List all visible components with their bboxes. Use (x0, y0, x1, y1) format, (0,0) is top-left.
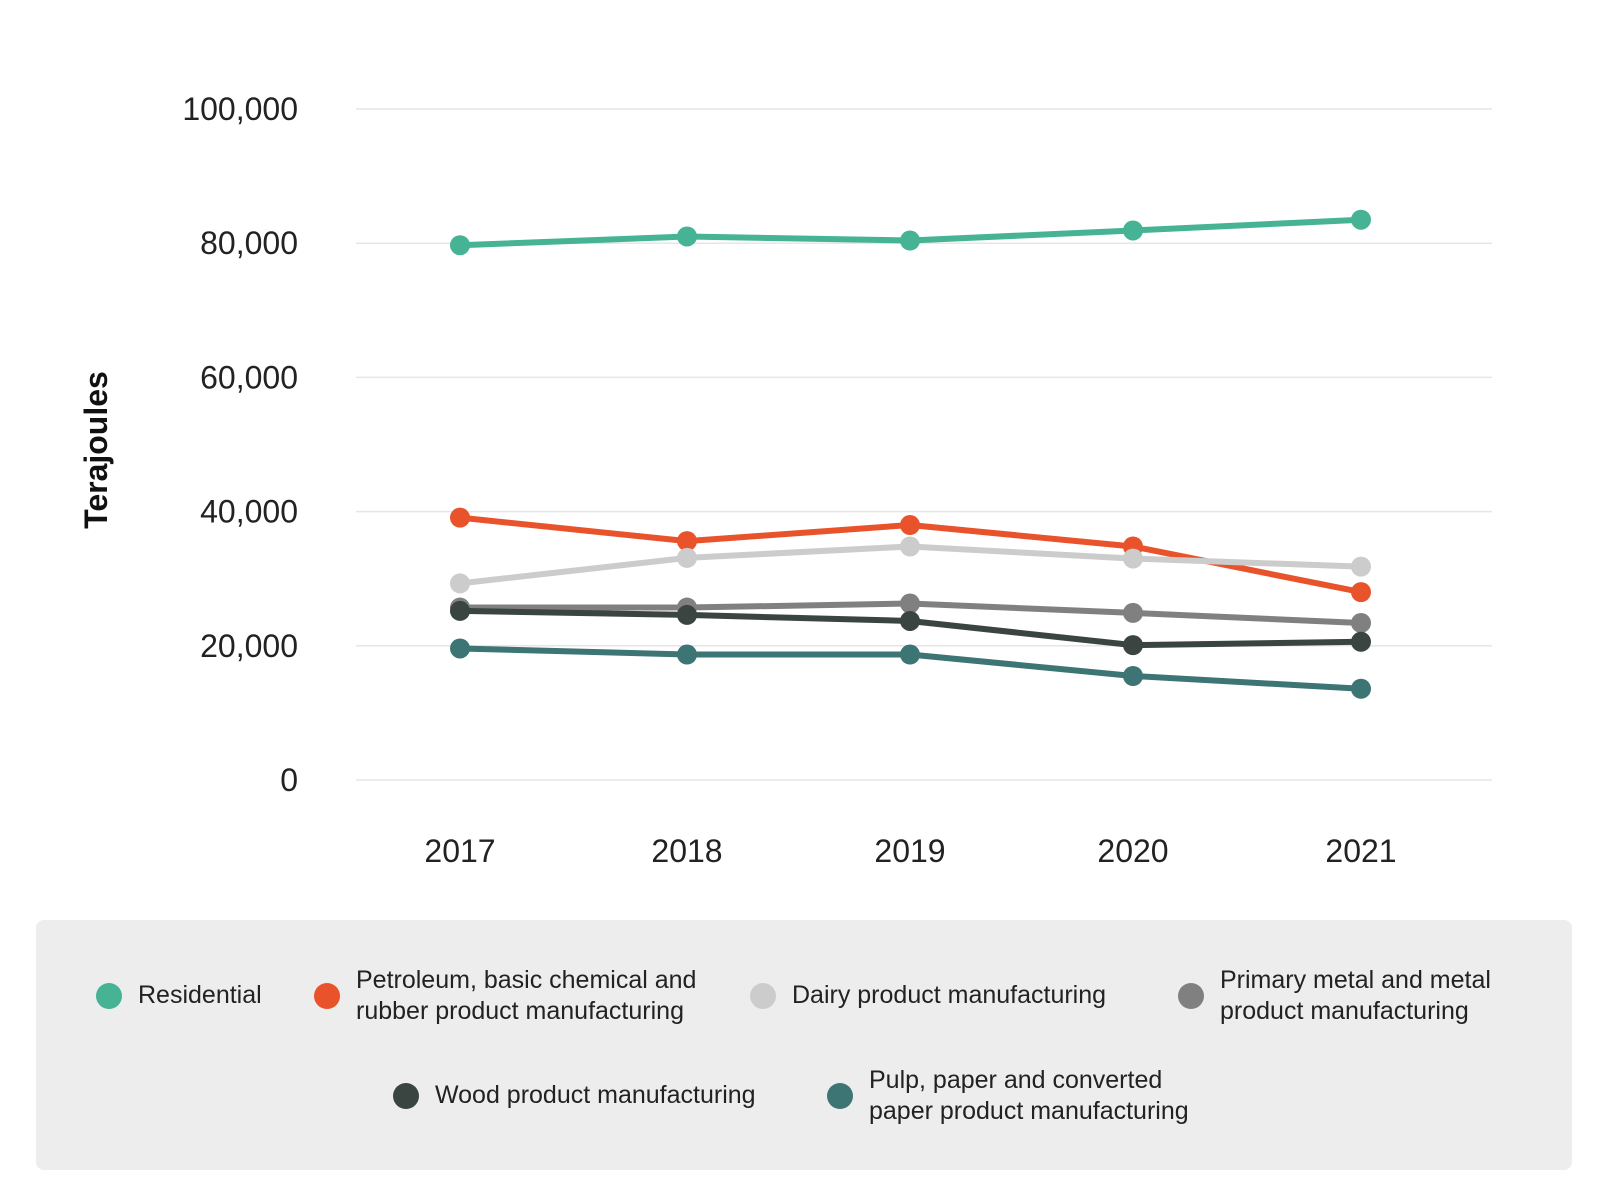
legend-swatch-residential (96, 982, 122, 1009)
y-tick-label: 80,000 (200, 225, 298, 261)
legend-item-pulp-paper: Pulp, paper and converted paper product … (827, 1065, 1189, 1127)
data-point (1351, 556, 1371, 577)
data-point (1351, 678, 1371, 699)
data-point (677, 531, 697, 552)
x-axis-ticks: 2017 2018 2019 2020 2021 (424, 833, 1396, 869)
y-axis-label: Terajoules (78, 371, 114, 529)
legend-item-residential: Residential (96, 980, 262, 1011)
legend-swatch-wood (393, 1082, 419, 1109)
legend-item-primary-metal: Primary metal and metal product manufact… (1178, 965, 1491, 1027)
y-tick-label: 20,000 (200, 628, 298, 664)
y-axis-ticks: 0 20,000 40,000 60,000 80,000 100,000 (182, 91, 298, 798)
legend-swatch-petroleum (314, 983, 340, 1009)
data-point (1351, 631, 1371, 652)
data-point (900, 230, 920, 251)
legend-label-petroleum: Petroleum, basic chemical and rubber pro… (356, 966, 697, 1025)
data-point (450, 235, 470, 256)
data-point (1123, 548, 1143, 569)
legend: Residential Petroleum, basic chemical an… (36, 920, 1572, 1170)
data-point (1123, 665, 1143, 686)
data-point (1351, 582, 1371, 603)
data-point (677, 226, 697, 247)
x-tick-label: 2019 (874, 833, 945, 869)
legend-item-wood: Wood product manufacturing (393, 1080, 756, 1111)
x-tick-label: 2018 (651, 833, 722, 869)
legend-item-petroleum: Petroleum, basic chemical and rubber pro… (314, 965, 696, 1027)
gridlines (356, 108, 1492, 781)
series-5 (450, 638, 1371, 699)
data-point (900, 610, 920, 631)
data-point (900, 536, 920, 557)
legend-item-dairy: Dairy product manufacturing (750, 980, 1106, 1011)
y-tick-label: 40,000 (200, 494, 298, 530)
data-point (1351, 612, 1371, 633)
series-4 (450, 600, 1371, 656)
x-tick-label: 2017 (424, 833, 495, 869)
legend-label-residential: Residential (138, 981, 262, 1009)
x-tick-label: 2020 (1097, 833, 1168, 869)
data-point (900, 644, 920, 665)
data-point (1123, 220, 1143, 241)
data-point (450, 507, 470, 528)
data-point (677, 644, 697, 665)
legend-label-pulp-paper: Pulp, paper and converted paper product … (869, 1066, 1189, 1125)
y-tick-label: 0 (280, 762, 298, 798)
series-0 (450, 209, 1371, 256)
data-point (677, 547, 697, 568)
series-2 (450, 536, 1371, 594)
legend-swatch-pulp-paper (827, 1083, 853, 1109)
data-point (450, 600, 470, 621)
legend-label-dairy: Dairy product manufacturing (792, 981, 1107, 1009)
data-point (450, 638, 470, 659)
data-point (1351, 209, 1371, 230)
legend-label-primary-metal: Primary metal and metal product manufact… (1220, 966, 1491, 1025)
data-point (450, 573, 470, 594)
data-point (900, 593, 920, 614)
y-tick-label: 100,000 (182, 91, 298, 127)
legend-label-wood: Wood product manufacturing (435, 1081, 756, 1109)
x-tick-label: 2021 (1325, 833, 1396, 869)
data-point (900, 515, 920, 536)
legend-swatch-dairy (750, 982, 776, 1009)
series-lines (450, 209, 1371, 699)
legend-swatch-primary-metal (1178, 983, 1204, 1009)
y-tick-label: 60,000 (200, 359, 298, 395)
data-point (1123, 635, 1143, 656)
data-point (677, 604, 697, 625)
data-point (1123, 602, 1143, 623)
